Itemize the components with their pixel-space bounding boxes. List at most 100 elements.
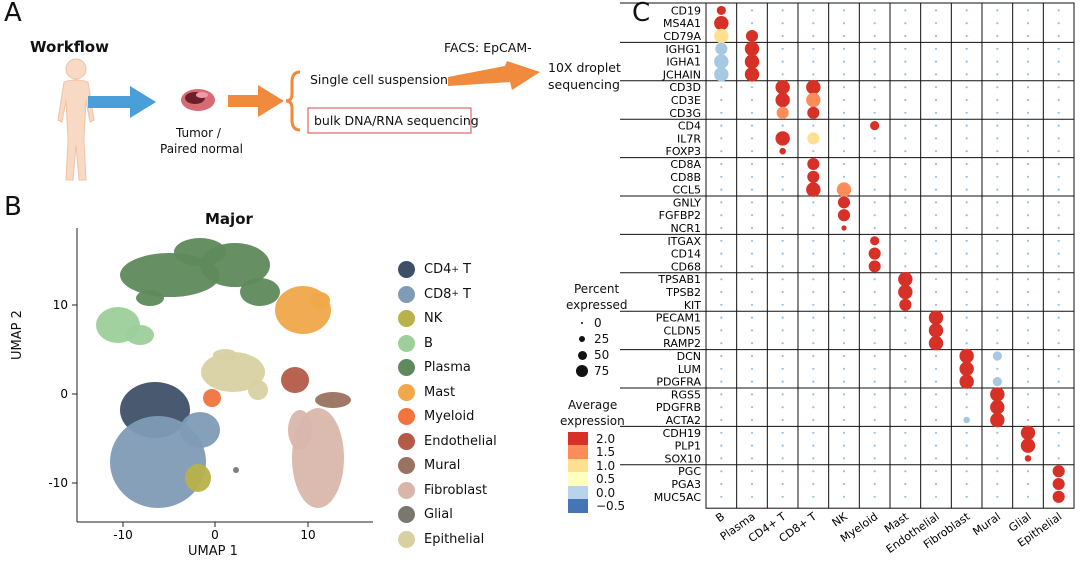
dot bbox=[750, 495, 754, 498]
dot bbox=[775, 131, 790, 146]
dot bbox=[904, 329, 907, 332]
dot bbox=[842, 278, 846, 281]
dot bbox=[899, 298, 912, 311]
dot bbox=[1057, 98, 1060, 102]
colorbar-swatch bbox=[568, 432, 588, 446]
column-label: NK bbox=[830, 510, 851, 530]
percent-legend-item: 25 bbox=[574, 332, 624, 346]
dot bbox=[934, 406, 938, 409]
dot bbox=[996, 252, 999, 255]
gene-label: CDH19 bbox=[663, 427, 701, 440]
dot bbox=[1057, 188, 1060, 191]
dot bbox=[934, 278, 938, 281]
dot bbox=[776, 106, 789, 119]
dot bbox=[990, 412, 1005, 428]
dot bbox=[1026, 265, 1030, 268]
dot bbox=[744, 67, 760, 82]
dot bbox=[1057, 252, 1060, 255]
dot bbox=[1057, 214, 1060, 217]
dot bbox=[750, 316, 754, 319]
dot bbox=[1057, 393, 1060, 396]
dot bbox=[996, 303, 999, 306]
dot bbox=[812, 278, 815, 281]
dot bbox=[750, 290, 754, 294]
dot bbox=[1057, 265, 1060, 268]
dot bbox=[812, 393, 815, 396]
dot bbox=[714, 54, 729, 69]
gene-label: CD14 bbox=[671, 248, 701, 261]
dot bbox=[873, 303, 876, 306]
dot bbox=[873, 393, 876, 396]
dot bbox=[873, 444, 876, 447]
percent-dot bbox=[577, 350, 587, 360]
percent-dot bbox=[580, 321, 584, 325]
dot bbox=[934, 482, 938, 486]
dot bbox=[812, 342, 815, 345]
dot bbox=[842, 124, 846, 127]
dot bbox=[1026, 406, 1030, 409]
legend-item-fibroblast: Fibroblast bbox=[398, 481, 487, 499]
dot bbox=[781, 316, 784, 319]
umap-y-tick-label: -10 bbox=[48, 476, 68, 490]
dot bbox=[992, 377, 1002, 387]
dot bbox=[1057, 162, 1060, 166]
dot bbox=[812, 495, 815, 498]
dot bbox=[996, 470, 999, 473]
gene-label: CD3E bbox=[671, 94, 701, 107]
dot bbox=[1057, 457, 1060, 460]
dot bbox=[934, 393, 938, 396]
dot bbox=[714, 16, 729, 31]
dot bbox=[904, 9, 907, 12]
dot bbox=[750, 188, 754, 191]
dot bbox=[904, 226, 907, 230]
dot bbox=[965, 137, 968, 140]
dot bbox=[807, 157, 820, 171]
dot bbox=[1026, 278, 1030, 281]
legend-item-mast: Mast bbox=[398, 383, 455, 401]
dot bbox=[1057, 124, 1060, 127]
dot bbox=[996, 329, 999, 332]
dot bbox=[904, 367, 907, 370]
dot bbox=[1057, 380, 1060, 383]
dot bbox=[842, 9, 846, 12]
legend-label: Endothelial bbox=[424, 433, 497, 449]
dot bbox=[812, 316, 815, 319]
dot bbox=[959, 361, 974, 376]
dot bbox=[873, 418, 876, 422]
dot bbox=[934, 239, 938, 242]
dot bbox=[750, 342, 754, 345]
dot bbox=[720, 214, 723, 217]
dot bbox=[750, 444, 754, 447]
dot bbox=[750, 175, 754, 178]
umap-cluster-cd8 bbox=[110, 416, 206, 508]
dot bbox=[965, 252, 968, 255]
gene-label: LUM bbox=[678, 363, 701, 376]
dot bbox=[934, 188, 938, 191]
dot bbox=[996, 124, 999, 127]
column-label: B bbox=[713, 510, 727, 525]
dot bbox=[873, 47, 876, 50]
dot bbox=[842, 482, 846, 486]
dot bbox=[965, 457, 968, 460]
dot bbox=[1057, 111, 1060, 114]
dot bbox=[750, 98, 754, 102]
gene-label: IGHA1 bbox=[666, 56, 701, 69]
dot bbox=[965, 406, 968, 409]
colorbar-tick-label: 2.0 bbox=[596, 432, 616, 446]
single-cell-label: Single cell suspension bbox=[310, 72, 448, 87]
dot bbox=[842, 150, 846, 153]
dot bbox=[873, 431, 876, 434]
dot bbox=[904, 86, 907, 89]
dot bbox=[841, 225, 847, 231]
gene-label: PECAM1 bbox=[656, 312, 701, 325]
dot bbox=[934, 137, 938, 140]
gene-label: ACTA2 bbox=[666, 414, 701, 427]
dot bbox=[996, 34, 999, 38]
dot bbox=[781, 418, 784, 422]
legend-item-myeloid: Myeloid bbox=[398, 408, 474, 425]
umap-cluster-cd8 bbox=[180, 412, 220, 448]
legend-swatch bbox=[398, 261, 415, 278]
panel-a-letter: A bbox=[4, 0, 22, 28]
colorbar-tick-label: −0.5 bbox=[596, 499, 626, 513]
umap-cluster-b bbox=[126, 325, 154, 345]
